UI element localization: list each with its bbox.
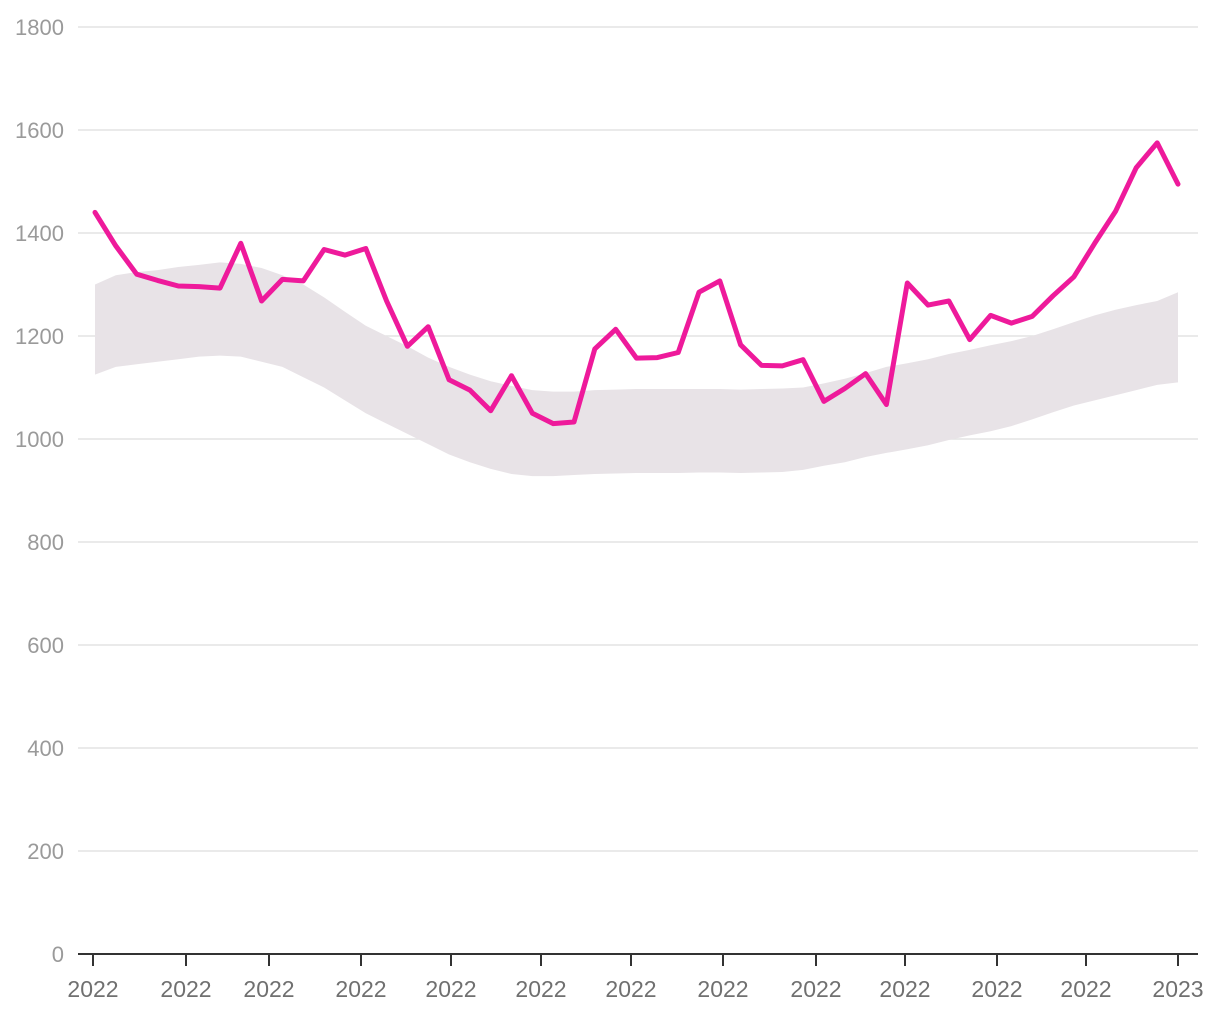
y-tick-label-1800: 1800 xyxy=(15,15,64,40)
y-tick-label-1000: 1000 xyxy=(15,427,64,452)
expected-range-band xyxy=(95,262,1178,477)
y-tick-label-400: 400 xyxy=(27,736,64,761)
x-tick-label-3: 2022 xyxy=(335,976,386,1002)
y-tick-label-0: 0 xyxy=(52,942,64,967)
x-tick-label-8: 2022 xyxy=(790,976,841,1002)
y-tick-label-1400: 1400 xyxy=(15,221,64,246)
y-tick-label-1600: 1600 xyxy=(15,118,64,143)
x-tick-label-5: 2022 xyxy=(515,976,566,1002)
x-axis: 2022 2022 2022 2022 2022 2022 2022 2022 2022 2022… xyxy=(67,953,1204,1002)
x-tick-label-1: 2022 xyxy=(160,976,211,1002)
y-tick-label-800: 800 xyxy=(27,530,64,555)
y-tick-label-200: 200 xyxy=(27,839,64,864)
series-line-layer xyxy=(92,140,1181,427)
x-tick-label-4: 2022 xyxy=(425,976,476,1002)
series-line xyxy=(92,140,1181,427)
x-tick-label-10: 2022 xyxy=(971,976,1022,1002)
y-tick-label-1200: 1200 xyxy=(15,324,64,349)
expected-range-band-layer xyxy=(95,262,1178,477)
y-axis: 0 200 400 600 800 1000 1200 1400 1600 1800 xyxy=(15,15,64,967)
x-tick-label-12: 2023 xyxy=(1152,976,1203,1002)
x-tick-label-0: 2022 xyxy=(67,976,118,1002)
x-tick-label-7: 2022 xyxy=(697,976,748,1002)
x-tick-label-9: 2022 xyxy=(879,976,930,1002)
x-tick-label-11: 2022 xyxy=(1060,976,1111,1002)
x-tick-label-6: 2022 xyxy=(605,976,656,1002)
x-tick-label-2: 2022 xyxy=(243,976,294,1002)
y-tick-label-600: 600 xyxy=(27,633,64,658)
